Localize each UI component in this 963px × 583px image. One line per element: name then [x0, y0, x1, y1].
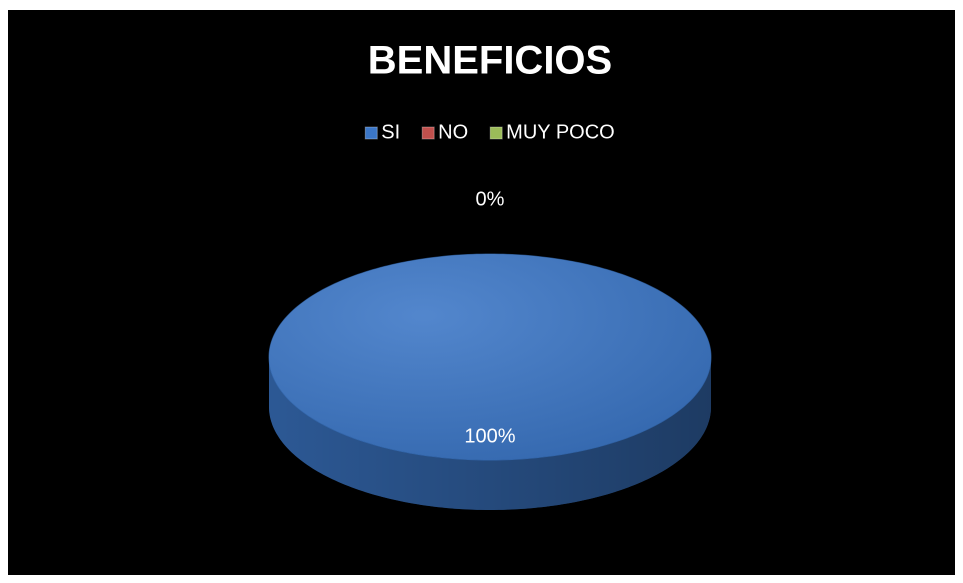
- data-label: 0%: [476, 188, 505, 210]
- pie-sides: [269, 357, 711, 510]
- pie-tops: [268, 253, 712, 461]
- legend-swatch: [364, 126, 378, 140]
- data-label: 100%: [464, 426, 515, 448]
- legend-label: SI: [381, 121, 400, 143]
- legend-swatch: [421, 126, 435, 140]
- chart-title: BENEFICIOS: [368, 39, 612, 83]
- legend: SI NO MUY POCO: [364, 121, 615, 143]
- legend-swatch: [489, 126, 503, 140]
- legend-label: NO: [438, 121, 468, 143]
- legend-label: MUY POCO: [506, 121, 615, 143]
- pie-side: [269, 357, 711, 510]
- pie-side-shade: [269, 357, 711, 510]
- pie-slice-shine: [269, 254, 711, 460]
